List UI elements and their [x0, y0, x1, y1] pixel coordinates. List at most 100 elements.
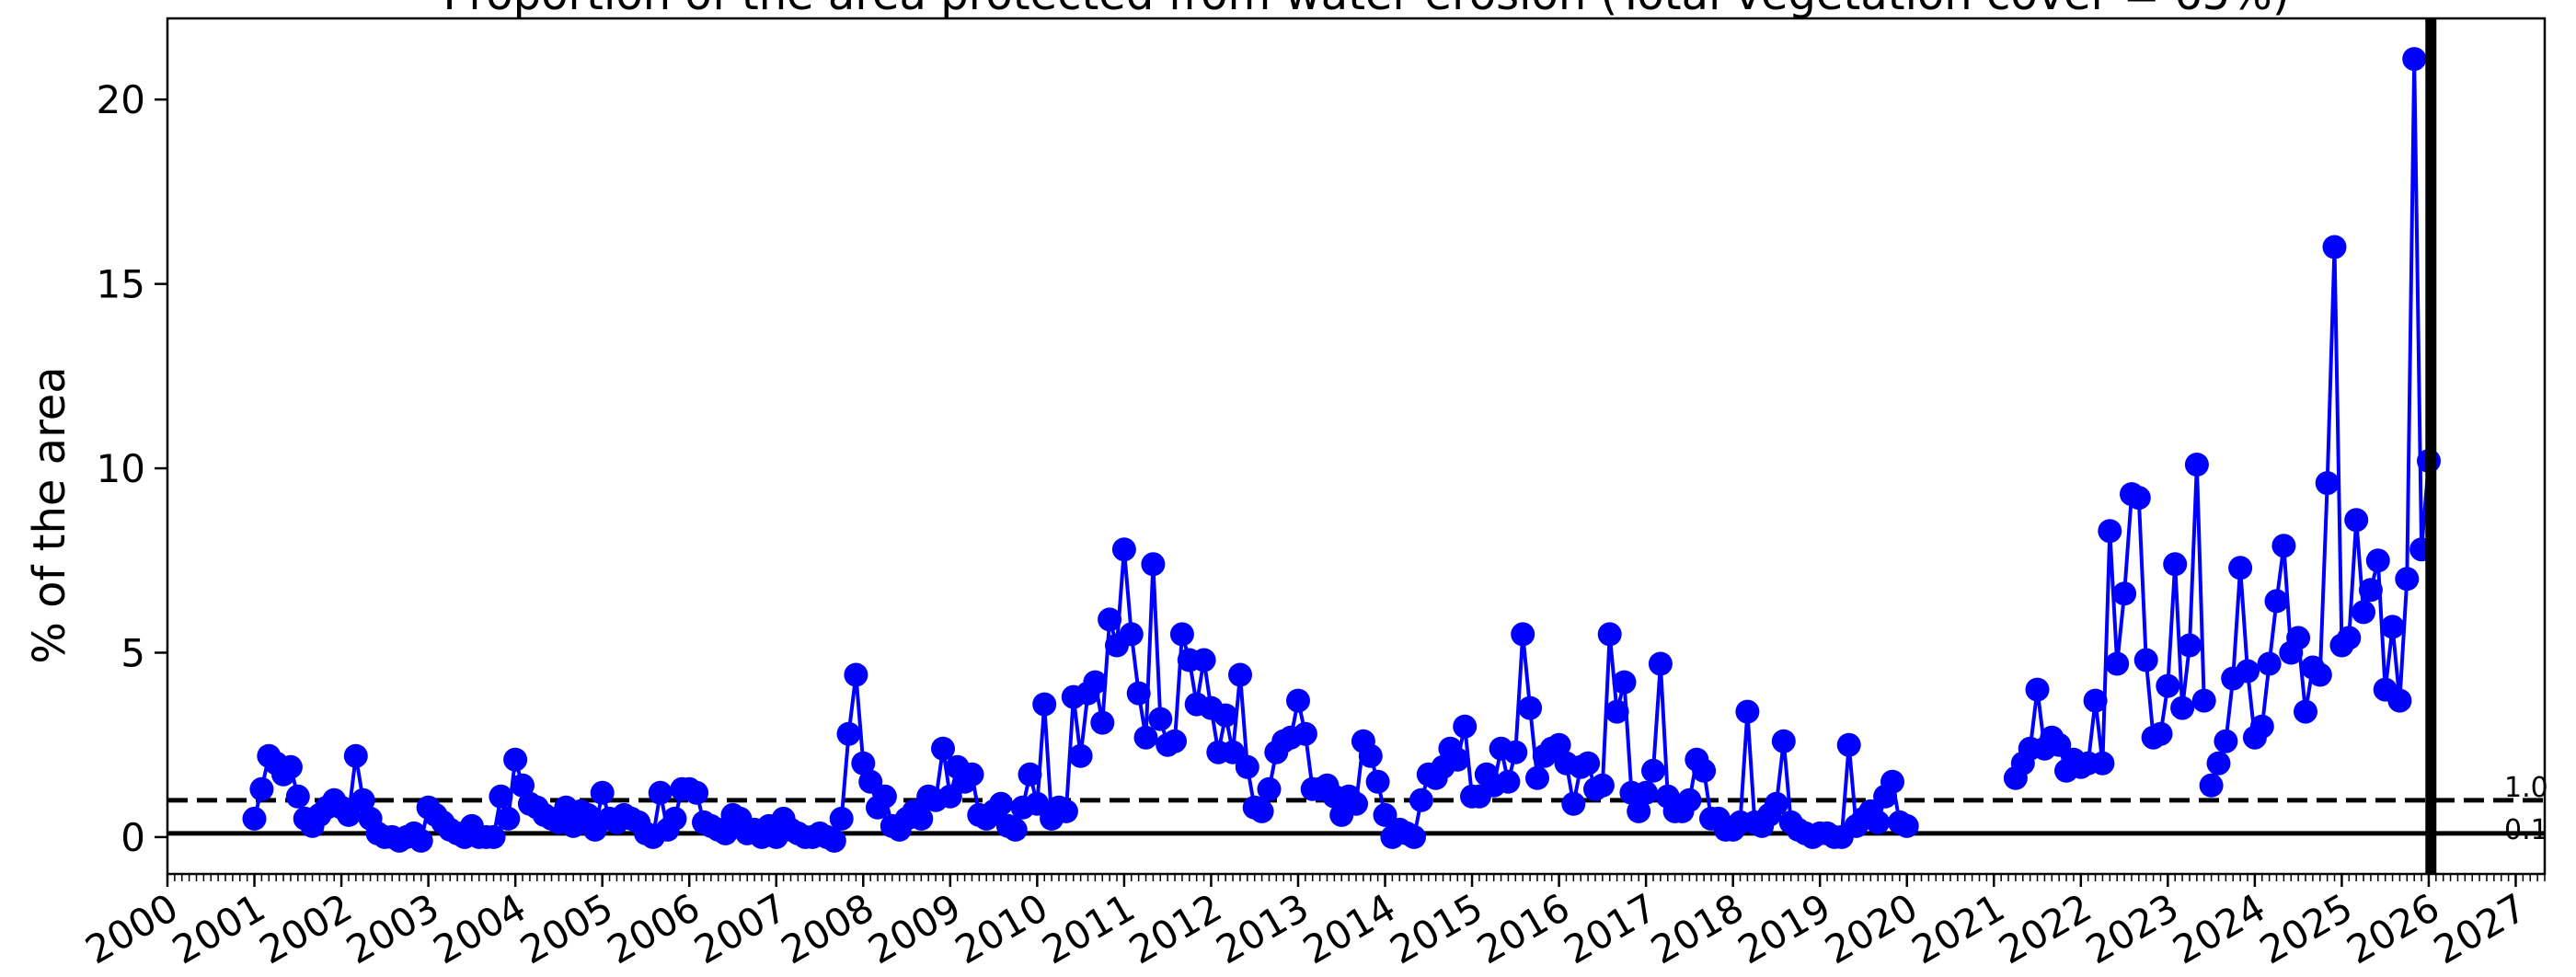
data-point [1286, 688, 1310, 713]
data-point [851, 751, 876, 776]
data-point [1235, 754, 1259, 779]
data-point [1402, 824, 1426, 849]
data-point [2365, 548, 2390, 573]
data-point [1119, 622, 1144, 647]
data-point [2214, 729, 2238, 753]
data-point [2352, 600, 2375, 625]
data-point [1511, 622, 1535, 647]
data-point [1764, 791, 1788, 816]
data-point [2156, 673, 2180, 698]
data-point [1053, 799, 1078, 823]
data-point [2337, 626, 2362, 650]
data-point [2148, 721, 2173, 746]
data-point [2315, 471, 2340, 496]
data-point [836, 721, 861, 746]
data-point [2402, 47, 2427, 72]
data-point [1576, 751, 1601, 776]
data-point [1249, 799, 1274, 823]
data-point [1025, 791, 1050, 816]
data-point [1836, 732, 1861, 757]
data-point [278, 754, 303, 779]
data-point [2294, 699, 2317, 724]
data-point [1373, 802, 1397, 827]
data-point [337, 802, 361, 827]
data-point [2228, 556, 2253, 580]
data-point [2133, 648, 2158, 672]
data-point [1018, 762, 1042, 787]
data-point [1445, 747, 1470, 772]
data-point [858, 769, 883, 794]
data-point [242, 806, 267, 831]
data-point [2047, 732, 2072, 757]
y-tick-label: 20 [97, 77, 145, 122]
data-point [829, 806, 854, 831]
data-point [1191, 648, 1216, 672]
data-point [844, 662, 868, 687]
y-tick-label: 15 [97, 262, 145, 307]
chart-title: Proportion of the area protected from wa… [443, 0, 2289, 20]
data-point [1148, 707, 1173, 731]
data-point [2163, 552, 2188, 577]
data-point [2098, 519, 2122, 544]
data-point [2322, 235, 2347, 259]
data-point [2126, 486, 2151, 511]
data-point [2271, 534, 2296, 558]
data-point [1648, 651, 1673, 676]
data-point [2184, 453, 2209, 477]
data-point [1344, 791, 1368, 816]
data-point [1453, 714, 1478, 739]
data-point [2112, 581, 2137, 606]
data-point [343, 743, 368, 768]
data-point [1735, 699, 1760, 724]
data-point [2344, 508, 2369, 533]
data-point [249, 776, 274, 801]
data-point [648, 780, 673, 805]
data-point [2178, 633, 2202, 658]
y-tick-label: 10 [97, 446, 145, 491]
data-point [1561, 791, 1586, 816]
data-point [1627, 799, 1651, 823]
data-point [2264, 589, 2289, 614]
data-point [1604, 699, 1629, 724]
data-point [590, 780, 615, 805]
data-point [1771, 729, 1796, 753]
data-point [503, 747, 528, 772]
reference-line-label: 1.0 [2504, 772, 2548, 804]
data-point [2307, 662, 2332, 687]
data-point [2249, 714, 2274, 739]
data-point [489, 784, 513, 809]
data-point [1590, 773, 1615, 798]
data-point [931, 736, 955, 761]
data-point [1126, 681, 1151, 706]
data-point [285, 784, 310, 809]
data-point [1257, 776, 1282, 801]
data-point [2387, 688, 2412, 713]
data-point [2105, 651, 2130, 676]
data-point [2199, 773, 2224, 798]
y-axis-label: % of the area [24, 366, 75, 663]
data-point [1163, 729, 1187, 753]
data-point [1293, 721, 1317, 746]
data-point [937, 784, 962, 809]
data-point [1003, 817, 1028, 842]
data-point [960, 762, 984, 787]
data-point [1677, 787, 1702, 812]
data-point [1228, 662, 1252, 687]
data-point [2025, 677, 2050, 702]
data-point [822, 828, 846, 853]
data-point [1141, 552, 1166, 577]
data-point [909, 806, 934, 831]
data-point [1068, 743, 1093, 768]
data-point [1083, 670, 1108, 695]
data-point [2090, 751, 2115, 776]
data-point [1213, 703, 1238, 728]
plot-area: 1.00.10510152020002001200220032004200520… [78, 17, 2548, 973]
data-point [1090, 710, 1115, 735]
data-point [989, 791, 1013, 816]
data-point [1692, 758, 1717, 783]
data-point [1547, 732, 1571, 757]
data-point [1032, 692, 1057, 717]
data-point [1133, 725, 1158, 750]
data-point [1365, 769, 1390, 794]
data-point [1612, 670, 1637, 695]
